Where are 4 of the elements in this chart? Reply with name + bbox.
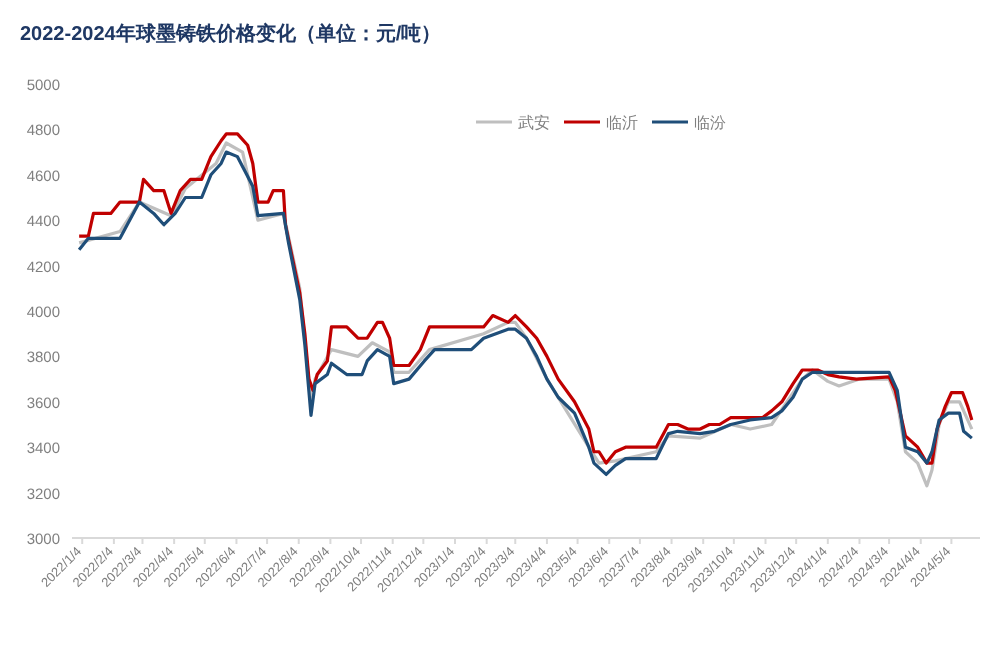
legend-label: 临汾 <box>694 114 726 132</box>
legend-label: 临沂 <box>606 114 638 132</box>
title: 2022-2024年球墨铸铁价格变化（单位：元/吨） <box>20 24 442 46</box>
legend-label: 武安 <box>518 114 550 132</box>
